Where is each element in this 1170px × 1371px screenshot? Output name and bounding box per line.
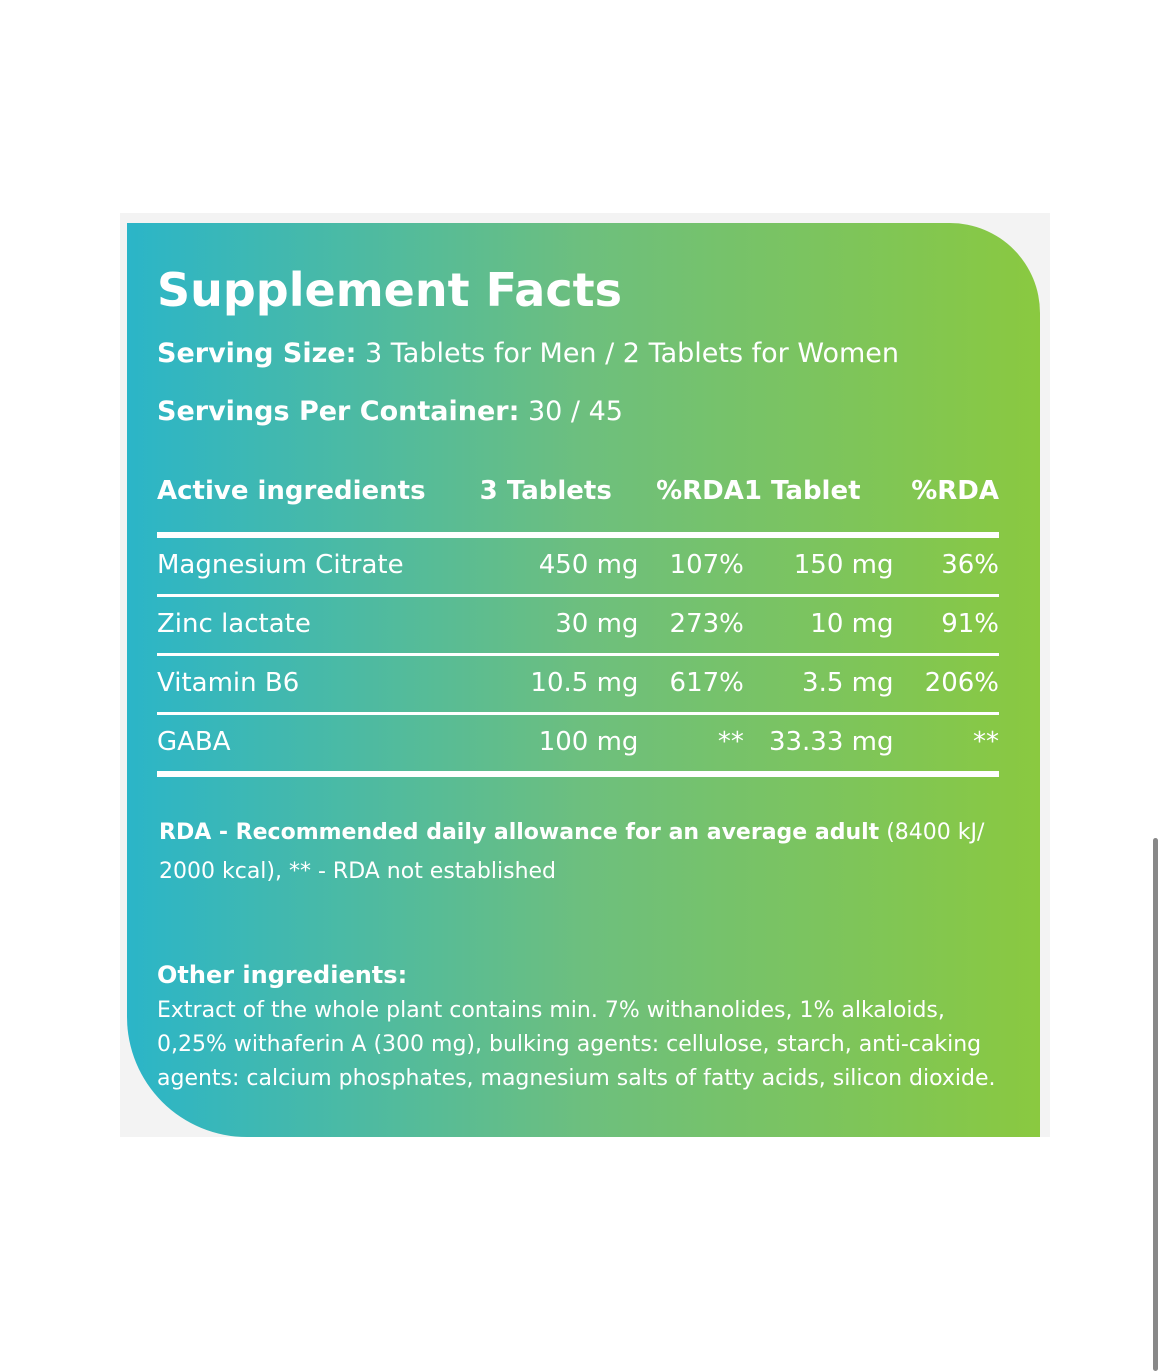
table-cell: **	[638, 713, 744, 777]
servings: Servings Per Container: 30 / 45	[157, 396, 623, 427]
footnote-bold: RDA - Recommended daily allowance for an…	[159, 820, 880, 845]
other-title: Other ingredients:	[157, 961, 408, 989]
table-row: Vitamin B6 10.5 mg 617% 3.5 mg 206%	[157, 654, 999, 715]
label: Serving Size:	[157, 338, 357, 369]
serving-size: Serving Size: 3 Tablets for Men / 2 Tabl…	[157, 338, 899, 369]
table-cell: 100 mg	[479, 713, 639, 777]
table-cell: 33.33 mg	[743, 713, 894, 777]
other-text: Extract of the whole plant contains min.…	[157, 998, 996, 1091]
table-cell: **	[893, 713, 999, 777]
table-row: Magnesium Citrate 450 mg 107% 150 mg 36%	[157, 535, 999, 597]
table-cell: 30 mg	[479, 595, 639, 656]
table-cell: Magnesium Citrate	[157, 535, 480, 597]
footnote-text: (8400 kJ/ 2000 kcal), ** - RDA not estab…	[159, 820, 985, 884]
table-row: GABA 100 mg ** 33.33 mg **	[157, 713, 999, 777]
value: 3 Tablets for Men / 2 Tablets for Women	[365, 338, 899, 369]
table-cell: 36%	[893, 535, 999, 597]
other-ingredients: Other ingredients: Extract of the whole p…	[157, 958, 997, 1096]
table-row: Zinc lactate 30 mg 273% 10 mg 91%	[157, 595, 999, 656]
ingredients-table: Active ingredients 3 Tablets %RDA 1 Tablet%…	[157, 468, 999, 777]
value: 30 / 45	[527, 396, 623, 427]
column-header: Active ingredients	[157, 468, 480, 538]
table-cell: 91%	[893, 595, 999, 656]
scrollbar	[1153, 838, 1158, 1371]
table-cell: 150 mg	[743, 535, 894, 597]
table-cell: 617%	[638, 654, 744, 715]
table-cell: 10 mg	[743, 595, 894, 656]
table-cell: 273%	[638, 595, 744, 656]
column-header: %RDA	[893, 468, 999, 538]
table-cell: 3.5 mg	[743, 654, 894, 715]
facts-panel: Supplement Facts Serving Size: 3 Tablets…	[127, 223, 1040, 1137]
title: Supplement Facts	[157, 263, 622, 317]
table-cell: GABA	[157, 713, 480, 777]
column-header: 3 Tablets	[479, 468, 639, 538]
footnote: RDA - Recommended daily allowance for an…	[159, 813, 989, 891]
table-cell: 10.5 mg	[479, 654, 639, 715]
label: Servings Per Container:	[157, 396, 520, 427]
table-cell: Zinc lactate	[157, 595, 480, 656]
table-cell: 206%	[893, 654, 999, 715]
column-header: 1 Tablet	[743, 468, 894, 538]
table-cell: 450 mg	[479, 535, 639, 597]
table-cell: 107%	[638, 535, 744, 597]
column-header: %RDA	[638, 468, 744, 538]
table-cell: Vitamin B6	[157, 654, 480, 715]
